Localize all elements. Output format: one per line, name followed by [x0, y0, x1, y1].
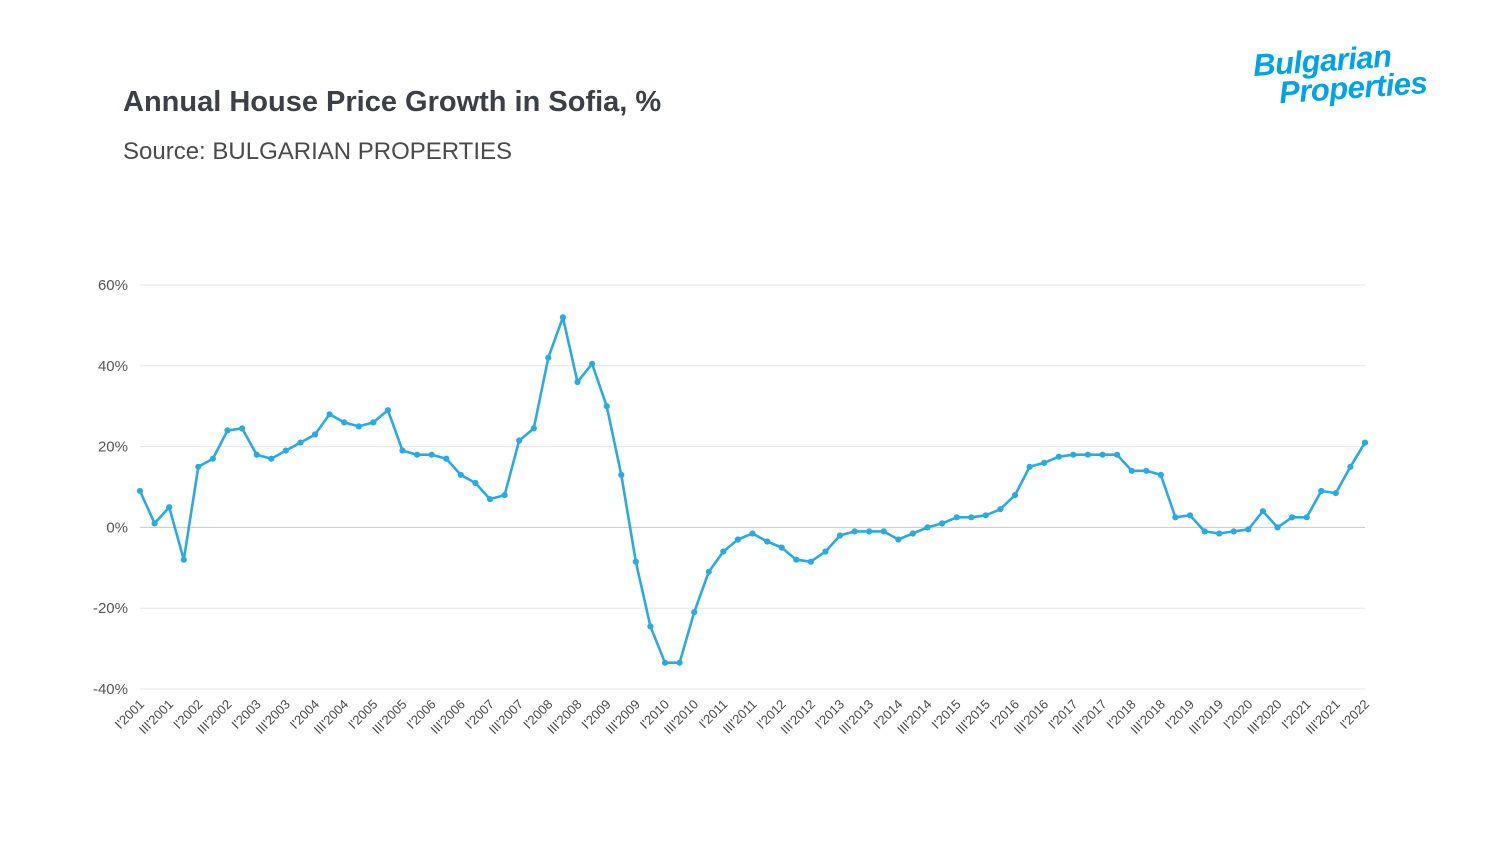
- data-point: [691, 609, 698, 616]
- data-point: [807, 558, 814, 565]
- data-point: [793, 556, 800, 563]
- data-point: [326, 411, 333, 418]
- data-point: [530, 425, 537, 432]
- data-point: [749, 530, 756, 537]
- data-point: [1186, 512, 1194, 519]
- y-tick-label: 40%: [98, 358, 128, 375]
- data-point: [924, 524, 931, 531]
- data-point: [574, 378, 581, 386]
- data-point: [1332, 490, 1339, 497]
- data-point: [1201, 528, 1208, 535]
- data-point: [428, 451, 435, 458]
- data-point: [1230, 528, 1237, 535]
- data-point: [384, 407, 391, 414]
- data-point: [1274, 524, 1281, 531]
- data-point: [370, 419, 377, 426]
- data-point: [472, 479, 479, 487]
- data-point: [632, 558, 639, 565]
- data-point: [1303, 514, 1310, 521]
- data-point: [1289, 514, 1296, 521]
- data-point: [705, 568, 712, 575]
- data-point: [851, 528, 858, 535]
- data-point: [1172, 514, 1179, 521]
- y-tick-label: 0%: [106, 519, 128, 536]
- chart-title: Annual House Price Growth in Sofia, %: [123, 86, 662, 118]
- data-point: [282, 447, 289, 454]
- data-point: [1114, 451, 1121, 458]
- y-tick-label: 60%: [98, 277, 128, 294]
- data-point: [180, 556, 187, 563]
- data-point: [618, 471, 625, 478]
- data-point: [1259, 508, 1266, 515]
- data-point: [734, 536, 742, 543]
- data-point: [341, 419, 348, 426]
- data-point: [661, 659, 669, 666]
- data-point: [968, 514, 975, 521]
- data-point: [997, 506, 1004, 513]
- data-point: [1070, 451, 1077, 458]
- data-point: [239, 425, 246, 432]
- data-point: [1347, 463, 1354, 470]
- data-point: [1041, 459, 1048, 466]
- y-tick-label: -20%: [93, 600, 128, 617]
- data-line: [138, 316, 1367, 665]
- data-point: [136, 487, 144, 495]
- data-point: [1099, 451, 1106, 458]
- data-point: [589, 360, 596, 367]
- data-point: [224, 427, 231, 434]
- data-point: [1055, 453, 1062, 460]
- data-point: [355, 423, 362, 430]
- data-point: [443, 455, 450, 462]
- data-point: [822, 548, 829, 555]
- bulgarian-properties-logo: Bulgarian Properties: [1252, 38, 1428, 110]
- data-point: [414, 451, 421, 458]
- data-point: [516, 437, 523, 444]
- data-point: [545, 354, 552, 361]
- data-point: [764, 538, 771, 545]
- y-tick-label: -40%: [93, 681, 128, 698]
- data-point: [253, 451, 260, 458]
- data-point: [501, 492, 508, 499]
- data-point: [1128, 467, 1135, 474]
- data-point: [953, 514, 960, 521]
- x-tick-label: I'2022: [1337, 697, 1372, 732]
- data-point: [1157, 471, 1164, 478]
- data-point: [866, 528, 873, 535]
- y-tick-label: 20%: [98, 439, 128, 456]
- data-point: [939, 520, 946, 527]
- data-point: [399, 447, 406, 454]
- line-chart: 60%40%20%0%-20%-40%I'2001III'2001I'2002I…: [93, 277, 1372, 737]
- data-point: [1361, 439, 1369, 446]
- data-point: [1216, 530, 1223, 537]
- data-point: [311, 431, 319, 438]
- data-point: [880, 528, 887, 535]
- data-point: [778, 544, 785, 551]
- data-point: [559, 314, 566, 321]
- data-point: [457, 471, 464, 478]
- logo-line2: Properties: [1277, 64, 1428, 110]
- data-point: [647, 623, 654, 630]
- data-point: [209, 455, 216, 462]
- data-point: [676, 659, 683, 666]
- data-point: [195, 463, 202, 470]
- chart-source: Source: BULGARIAN PROPERTIES: [123, 138, 513, 165]
- data-point: [836, 532, 844, 539]
- data-point: [895, 536, 902, 543]
- data-point: [1011, 492, 1019, 499]
- data-point: [1084, 451, 1091, 458]
- data-point: [1143, 467, 1150, 474]
- data-point: [268, 455, 275, 462]
- data-point: [909, 530, 917, 537]
- data-point: [982, 512, 989, 519]
- data-point: [151, 520, 158, 527]
- data-point: [166, 504, 173, 511]
- data-point: [1318, 487, 1325, 495]
- data-point: [1245, 526, 1252, 533]
- data-point: [603, 403, 610, 410]
- data-point: [1026, 463, 1033, 470]
- data-point: [297, 439, 304, 446]
- data-point: [486, 496, 494, 503]
- data-point: [720, 548, 727, 555]
